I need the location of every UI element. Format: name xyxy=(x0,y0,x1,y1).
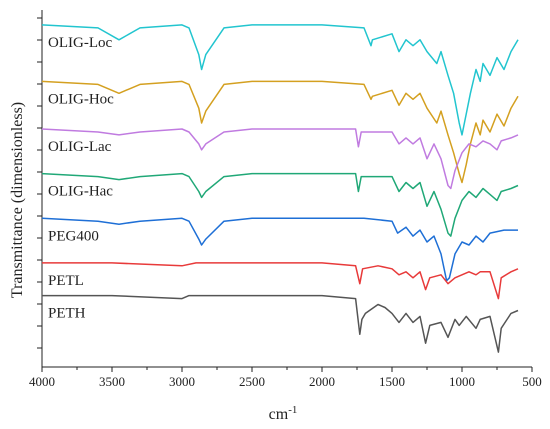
x-tick-label: 500 xyxy=(522,374,542,389)
x-tick-label: 3000 xyxy=(169,374,195,389)
series-line-peg400 xyxy=(41,217,518,282)
series-line-olig-loc xyxy=(41,24,519,136)
series-line-olig-lac xyxy=(41,128,519,190)
series-labels: OLIG-Loc OLIG-Hoc OLIG-Lac OLIG-Hac PEG400 PE… xyxy=(48,35,114,322)
x-tick-label: 1500 xyxy=(379,374,405,389)
series-layer xyxy=(41,24,519,353)
series-label: PEG400 xyxy=(48,228,99,244)
series-label: PETH xyxy=(48,306,86,322)
series-label: PETL xyxy=(48,273,84,289)
x-axis-title-text: cm xyxy=(269,406,289,423)
x-tick-label: 3500 xyxy=(99,374,125,389)
series-line-petl xyxy=(42,262,519,300)
y-axis-title: Transmittance (dimensionless) xyxy=(9,102,26,298)
x-tick-label: 1000 xyxy=(449,374,475,389)
x-tick-label: 2000 xyxy=(309,374,335,389)
series-line-peth xyxy=(42,294,519,353)
series-line-olig-hoc xyxy=(41,80,519,184)
x-axis-title-sup: -1 xyxy=(288,404,297,416)
series-label: OLIG-Hac xyxy=(48,184,113,200)
series-line-olig-hac xyxy=(41,172,519,237)
x-tick-label: 2500 xyxy=(239,374,265,389)
axes: 4000 3500 3000 2500 2000 1500 1000 500 xyxy=(29,10,542,389)
x-axis-title: cm-1 xyxy=(269,404,298,423)
series-label: OLIG-Hoc xyxy=(48,91,114,107)
series-label: OLIG-Lac xyxy=(48,139,112,155)
series-label: OLIG-Loc xyxy=(48,35,112,51)
x-tick-label: 4000 xyxy=(29,374,55,389)
